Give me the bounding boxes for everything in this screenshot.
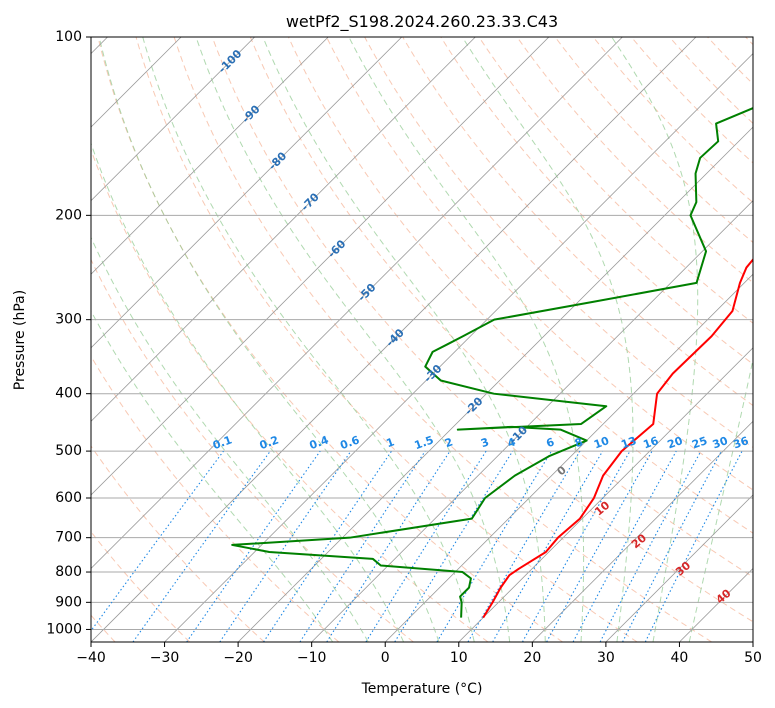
background-lines xyxy=(91,37,753,642)
mixing-ratio-label: 3 xyxy=(479,435,491,450)
x-tick-label: 20 xyxy=(523,650,541,666)
y-tick-label: 500 xyxy=(55,443,82,459)
moist-adiabat-line xyxy=(688,357,753,642)
moist-adiabat-line xyxy=(262,37,546,642)
isotherm-line xyxy=(91,37,550,496)
dry-adiabat-line xyxy=(249,37,753,578)
y-tick-label: 1000 xyxy=(46,621,82,637)
moist-adiabat-line xyxy=(142,37,475,642)
x-tick-label: 30 xyxy=(597,650,615,666)
mixing-ratio-label: 1.5 xyxy=(413,433,436,452)
mixing-ratio-label: 16 xyxy=(641,434,660,452)
mixing-ratio-line xyxy=(546,450,653,642)
mixing-ratio-label: 25 xyxy=(690,434,709,451)
mixing-ratio-line xyxy=(644,450,743,642)
mixing-ratio-line xyxy=(186,450,321,642)
x-tick-label: 0 xyxy=(381,650,390,666)
tick-layer: −40 −30 −20 −10 0 10 20 30 40 5010020030040050060… xyxy=(46,29,762,666)
dry-adiabat-line xyxy=(211,37,753,623)
y-tick-label: 200 xyxy=(55,207,82,223)
isotherm-line xyxy=(91,37,697,642)
isotherm-line xyxy=(91,37,476,422)
x-tick-label: 10 xyxy=(450,650,468,666)
moist-adiabat-line xyxy=(195,37,511,642)
moist-adiabat-line xyxy=(91,309,334,642)
mixing-ratio-line xyxy=(132,450,271,642)
temperature-profile xyxy=(482,257,753,619)
mixing-ratio-label: 30 xyxy=(711,434,730,452)
dry-adiabat-line xyxy=(173,37,713,642)
mixing-ratio-label: 13 xyxy=(619,434,638,451)
mixing-ratio-label: 36 xyxy=(732,434,751,452)
x-tick-label: −10 xyxy=(297,650,327,666)
isotherm-line xyxy=(384,273,753,642)
chart-title: wetPf2_S198.2024.260.23.33.C43 xyxy=(286,12,558,32)
mixing-ratio-label: 10 xyxy=(592,434,611,452)
mixing-ratio-line xyxy=(219,450,352,642)
mixing-ratio-line xyxy=(326,450,451,642)
y-tick-label: 700 xyxy=(55,530,82,546)
mixing-ratio-label: 0.2 xyxy=(258,433,281,452)
mixing-ratio-label: 0.1 xyxy=(211,433,234,452)
mixing-ratio-line xyxy=(299,450,426,642)
dry-adiabat-line xyxy=(91,355,340,642)
mixing-ratio-label: 6 xyxy=(545,435,557,450)
dry-adiabat-line xyxy=(287,37,753,534)
plot-frame xyxy=(90,36,754,643)
moist-adiabat-line xyxy=(91,236,369,642)
mixing-ratio-label: 0.4 xyxy=(308,433,331,452)
mixing-ratio-line xyxy=(394,450,514,642)
dry-adiabat-line xyxy=(326,37,753,491)
y-tick-label: 100 xyxy=(55,29,82,45)
isotherm-line xyxy=(91,37,623,570)
isotherm-line xyxy=(91,37,329,275)
mixing-ratio-line xyxy=(572,450,677,642)
isotherm-line xyxy=(237,126,753,642)
mixing-ratio-line xyxy=(521,450,631,642)
mixing-ratio-label: 8 xyxy=(573,435,585,450)
mixing-ratio-label: 20 xyxy=(666,434,685,452)
mixing-ratio-label: 4 xyxy=(506,435,518,450)
x-tick-label: −20 xyxy=(223,650,253,666)
x-tick-label: 40 xyxy=(671,650,689,666)
isotherm-line xyxy=(605,494,753,642)
mixing-ratio-label: 0.6 xyxy=(338,433,361,452)
moist-adiabat-line xyxy=(348,37,585,642)
dry-adiabat-line xyxy=(91,445,265,642)
x-tick-label: −30 xyxy=(150,650,180,666)
x-tick-label: −40 xyxy=(76,650,106,666)
isotherm-line xyxy=(91,37,255,202)
dewpoint-profile xyxy=(231,107,753,618)
y-tick-label: 300 xyxy=(55,312,82,328)
y-axis-label: Pressure (hPa) xyxy=(12,290,28,390)
y-tick-label: 600 xyxy=(55,490,82,506)
isotherm-line xyxy=(311,200,753,642)
y-tick-label: 800 xyxy=(55,564,82,580)
y-tick-label: 900 xyxy=(55,594,82,610)
mixing-ratio-label: 2 xyxy=(443,435,455,450)
mixing-ratio-line xyxy=(91,450,224,632)
isotherm-line xyxy=(164,52,753,642)
dry-adiabat-line xyxy=(135,37,638,642)
dry-adiabat-line xyxy=(91,258,414,642)
moist-adiabat-line xyxy=(98,37,440,642)
isotherm-line xyxy=(91,37,403,349)
series-layer xyxy=(231,107,753,619)
mixing-ratio-line xyxy=(263,450,392,642)
mixing-ratio-label: 1 xyxy=(385,435,397,450)
x-tick-label: 50 xyxy=(744,650,762,666)
moist-adiabat-line xyxy=(91,141,405,642)
y-tick-label: 400 xyxy=(55,386,82,402)
isotherm-line xyxy=(458,347,753,642)
x-axis-label: Temperature (°C) xyxy=(361,681,483,697)
isotherm-line xyxy=(532,420,753,642)
